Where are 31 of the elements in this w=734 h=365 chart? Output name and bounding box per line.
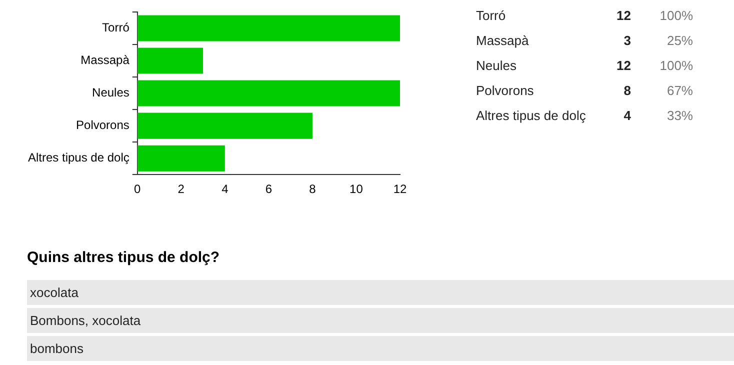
x-tick-label: 6: [265, 182, 272, 196]
text: 12: [616, 7, 631, 25]
text: 100%: [658, 7, 693, 25]
x-tick-label: 8: [309, 182, 316, 196]
x-tick-label: 0: [134, 182, 142, 196]
y-tick-label: Massapà: [80, 53, 130, 68]
text: 3: [622, 32, 631, 50]
text: 12: [616, 57, 631, 75]
y-tick-label: Altres tipus de dolç: [28, 150, 130, 165]
text: Quins altres tipus de dolç?: [27, 249, 220, 266]
text: 100%: [658, 57, 693, 75]
text: 4: [622, 107, 631, 125]
text: 33%: [666, 107, 693, 125]
x-tick-label: 4: [222, 182, 229, 196]
y-tick-label: Neules: [92, 86, 130, 100]
text: 67%: [666, 82, 693, 100]
text: Bombons, xocolata: [27, 308, 734, 333]
category-label: Neules: [476, 58, 516, 73]
text: bombons: [27, 336, 734, 361]
text: 25%: [666, 32, 693, 50]
x-tick-label: 2: [178, 182, 185, 196]
category-label: Polvorons: [476, 83, 534, 98]
category-label: Torró: [476, 8, 506, 23]
text: xocolata: [27, 280, 734, 305]
y-tick-label: Polvorons: [76, 118, 130, 132]
x-tick-label: 12: [393, 182, 407, 196]
text: 8: [622, 82, 631, 100]
y-tick-label: Torró: [102, 20, 130, 35]
x-tick-label: 10: [350, 182, 364, 196]
category-label: Altres tipus de dolç: [476, 108, 586, 123]
category-label: Massapà: [476, 33, 529, 48]
